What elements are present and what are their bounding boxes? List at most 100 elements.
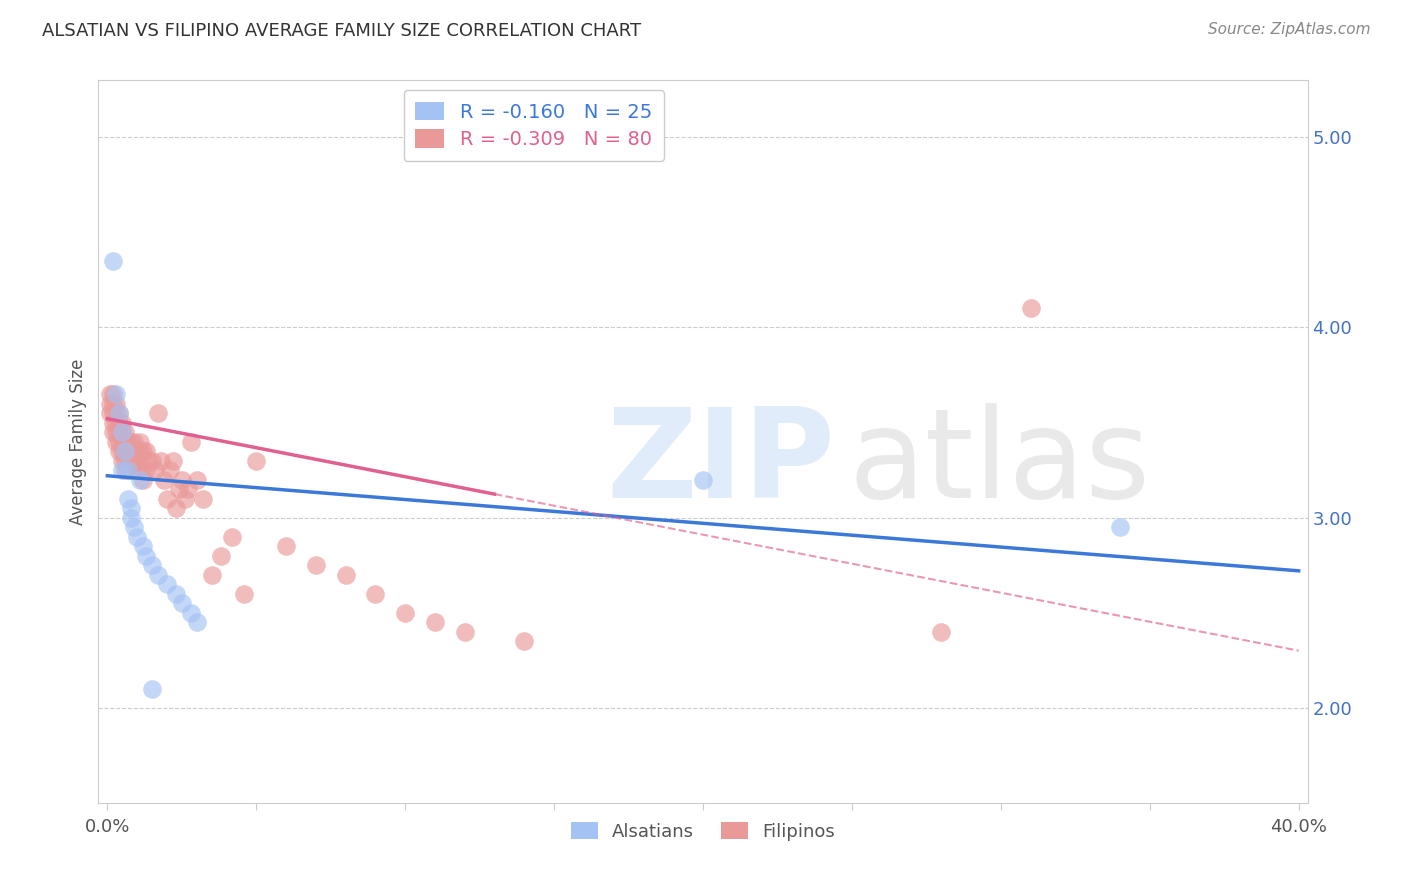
Point — [108, 406, 131, 420]
Point — [103, 425, 125, 439]
Point — [120, 510, 142, 524]
Point — [146, 406, 169, 420]
Point — [209, 549, 232, 563]
Point — [138, 453, 160, 467]
Point — [153, 473, 176, 487]
Point — [120, 434, 142, 449]
Point — [129, 434, 152, 449]
Point — [122, 444, 145, 458]
Point — [135, 549, 157, 563]
Point — [173, 491, 195, 506]
Point — [108, 444, 131, 458]
Point — [105, 416, 128, 430]
Point — [122, 520, 145, 534]
Point — [159, 463, 181, 477]
Point — [1109, 520, 1132, 534]
Point — [127, 453, 149, 467]
Point — [132, 539, 155, 553]
Point — [117, 491, 139, 506]
Point — [141, 558, 163, 573]
Point — [165, 501, 187, 516]
Point — [454, 624, 477, 639]
Point — [98, 396, 121, 410]
Point — [200, 567, 222, 582]
Point — [114, 463, 136, 477]
Point — [103, 387, 125, 401]
Point — [149, 453, 172, 467]
Point — [114, 444, 136, 458]
Point — [127, 463, 149, 477]
Legend: Alsatians, Filipinos: Alsatians, Filipinos — [564, 814, 842, 848]
Point — [105, 434, 128, 449]
Point — [108, 416, 131, 430]
Point — [692, 473, 714, 487]
Text: Source: ZipAtlas.com: Source: ZipAtlas.com — [1208, 22, 1371, 37]
Point — [170, 473, 193, 487]
Text: ALSATIAN VS FILIPINO AVERAGE FAMILY SIZE CORRELATION CHART: ALSATIAN VS FILIPINO AVERAGE FAMILY SIZE… — [42, 22, 641, 40]
Point — [245, 453, 267, 467]
Point — [117, 434, 139, 449]
Point — [103, 416, 125, 430]
Point — [146, 567, 169, 582]
Point — [98, 406, 121, 420]
Point — [135, 463, 157, 477]
Point — [177, 482, 200, 496]
Point — [114, 425, 136, 439]
Point — [165, 587, 187, 601]
Point — [305, 558, 328, 573]
Y-axis label: Average Family Size: Average Family Size — [69, 359, 87, 524]
Point — [1019, 301, 1042, 316]
Point — [274, 539, 297, 553]
Point — [117, 444, 139, 458]
Point — [120, 463, 142, 477]
Point — [103, 396, 125, 410]
Point — [111, 453, 134, 467]
Point — [156, 491, 179, 506]
Point — [122, 453, 145, 467]
Point — [143, 463, 166, 477]
Point — [122, 434, 145, 449]
Point — [105, 387, 128, 401]
Point — [141, 453, 163, 467]
Point — [191, 491, 214, 506]
Point — [114, 453, 136, 467]
Point — [335, 567, 357, 582]
Point — [105, 406, 128, 420]
Point — [111, 425, 134, 439]
Point — [103, 253, 125, 268]
Point — [108, 434, 131, 449]
Point — [117, 463, 139, 477]
Point — [929, 624, 952, 639]
Point — [111, 416, 134, 430]
Point — [141, 681, 163, 696]
Point — [127, 444, 149, 458]
Point — [98, 387, 121, 401]
Point — [120, 501, 142, 516]
Point — [221, 530, 243, 544]
Point — [186, 473, 208, 487]
Point — [117, 463, 139, 477]
Text: atlas: atlas — [848, 402, 1150, 524]
Point — [108, 406, 131, 420]
Text: ZIP: ZIP — [606, 402, 835, 524]
Point — [186, 615, 208, 630]
Point — [167, 482, 190, 496]
Point — [233, 587, 256, 601]
Point — [127, 530, 149, 544]
Point — [105, 396, 128, 410]
Point — [162, 453, 184, 467]
Point — [129, 444, 152, 458]
Point — [111, 425, 134, 439]
Point — [129, 463, 152, 477]
Point — [108, 425, 131, 439]
Point — [129, 473, 152, 487]
Point — [135, 444, 157, 458]
Point — [156, 577, 179, 591]
Point — [103, 406, 125, 420]
Point — [111, 434, 134, 449]
Point — [114, 434, 136, 449]
Point — [180, 606, 202, 620]
Point — [180, 434, 202, 449]
Point — [111, 444, 134, 458]
Point — [111, 463, 134, 477]
